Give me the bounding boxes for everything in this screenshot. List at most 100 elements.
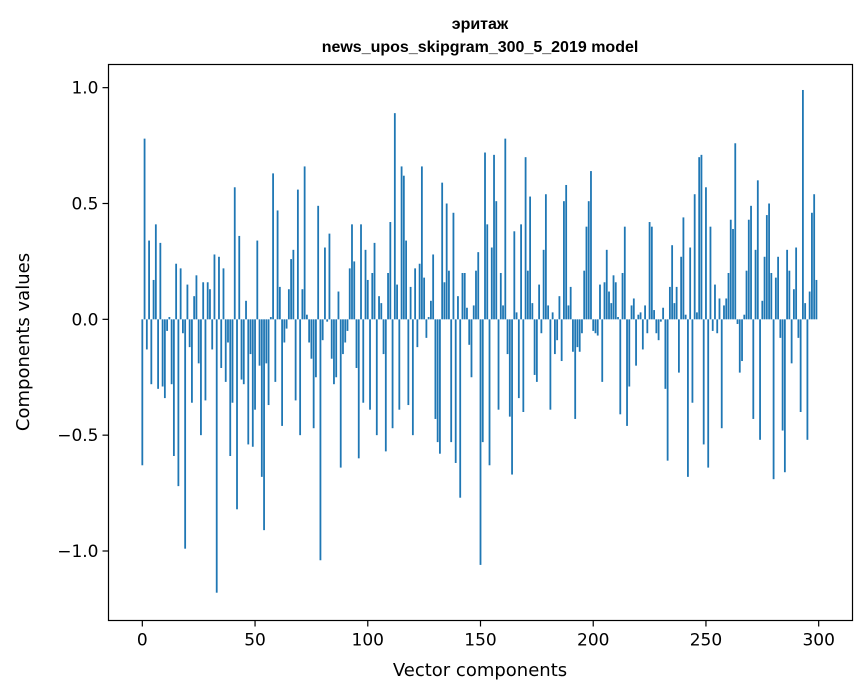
bar: [808, 291, 811, 320]
bar: [714, 284, 716, 320]
bar: [761, 300, 764, 320]
bar: [729, 219, 732, 320]
bar: [768, 203, 770, 320]
bar: [267, 319, 270, 406]
bar: [454, 319, 457, 463]
bar: [172, 319, 175, 457]
bar: [339, 319, 342, 468]
bar: [504, 138, 507, 320]
bar: [274, 319, 277, 382]
bar: [357, 319, 360, 459]
bar: [585, 226, 588, 320]
bar: [632, 298, 635, 320]
bar: [621, 273, 624, 320]
bar: [811, 212, 813, 320]
bar: [662, 307, 665, 320]
bar: [587, 201, 590, 320]
bar: [759, 319, 761, 440]
bar: [299, 319, 302, 436]
bar: [375, 319, 378, 436]
bar: [324, 247, 326, 320]
bar: [754, 249, 757, 320]
bar: [161, 319, 164, 387]
bar: [457, 296, 459, 320]
bar: [736, 319, 739, 324]
bar: [745, 270, 748, 320]
bar: [157, 319, 159, 389]
bar: [497, 319, 500, 410]
bar: [678, 319, 680, 373]
bars-group: [141, 89, 818, 593]
bar: [461, 273, 464, 320]
bar: [276, 210, 279, 320]
bar: [344, 319, 347, 343]
y-tick-label: 1.0: [71, 79, 98, 99]
bar: [301, 289, 304, 320]
bar: [240, 319, 243, 380]
bar: [319, 319, 322, 561]
bar: [720, 319, 723, 429]
bar: [269, 317, 272, 320]
bar: [806, 319, 809, 440]
bar: [484, 152, 486, 320]
bar: [249, 319, 252, 355]
bar: [326, 319, 329, 322]
bar: [337, 291, 340, 320]
bar: [734, 143, 737, 320]
bar: [335, 319, 338, 378]
bar: [479, 319, 482, 565]
bar: [384, 319, 387, 452]
bar: [572, 319, 574, 352]
bar: [402, 175, 405, 320]
bar: [668, 286, 671, 320]
bar: [626, 319, 628, 426]
bar: [391, 319, 394, 429]
bar: [213, 254, 216, 320]
bar: [405, 240, 407, 320]
bar: [680, 256, 683, 320]
bar: [718, 298, 721, 320]
bar: [278, 286, 281, 320]
bar: [779, 319, 782, 338]
bar: [723, 305, 725, 320]
bar: [772, 319, 775, 480]
bar: [209, 289, 211, 320]
bar: [317, 205, 320, 320]
bar: [292, 249, 295, 320]
bar: [224, 319, 227, 382]
bar: [513, 231, 516, 320]
bar: [441, 182, 444, 320]
bar: [689, 247, 692, 320]
bar: [362, 319, 365, 403]
bar: [251, 319, 254, 447]
bar: [732, 228, 734, 320]
bar: [247, 319, 250, 445]
bar: [725, 298, 728, 320]
bar: [387, 273, 389, 320]
bar: [693, 194, 696, 320]
bar: [804, 303, 807, 320]
bar: [179, 268, 182, 320]
bar: [702, 319, 705, 445]
bar: [567, 305, 570, 320]
bar: [346, 319, 349, 331]
bar: [673, 303, 676, 320]
bar: [256, 240, 259, 320]
bar: [220, 319, 223, 368]
bar: [351, 224, 353, 320]
bar: [675, 286, 678, 320]
bar: [608, 291, 610, 320]
y-tick-label: −0.5: [57, 426, 98, 446]
bar: [738, 319, 741, 373]
bar: [691, 319, 694, 403]
bar: [700, 154, 703, 320]
bar: [382, 319, 385, 355]
bar: [590, 171, 592, 320]
bar: [184, 319, 187, 549]
bar: [414, 268, 417, 320]
bar: [517, 319, 520, 399]
bar: [614, 282, 617, 320]
bar: [612, 275, 615, 320]
bar: [682, 217, 685, 320]
